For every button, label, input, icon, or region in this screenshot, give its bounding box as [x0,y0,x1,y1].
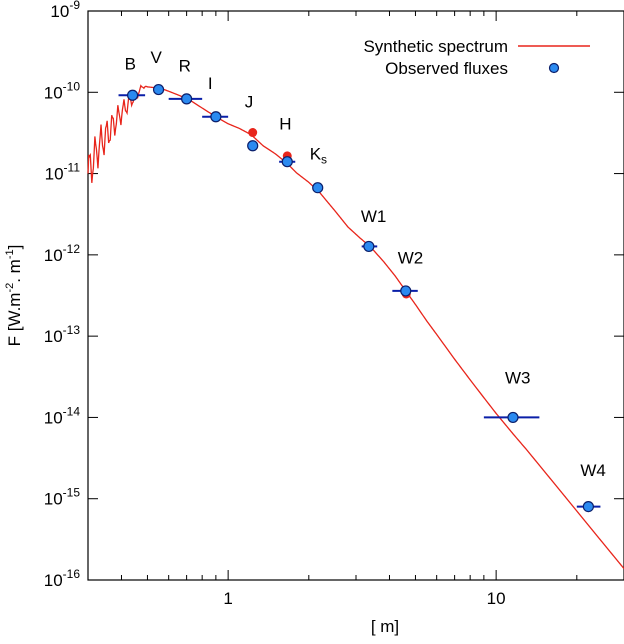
band-label: W4 [580,461,606,480]
y-tick-label: 10-10 [44,79,81,102]
observed-flux-point [152,83,165,96]
y-axis-label-exp1: -2 [4,283,16,293]
y-tick-label-base: 10 [44,571,63,590]
band-label: W1 [361,207,387,226]
y-tick-label-base: 10 [44,408,63,427]
band-label: H [279,114,291,133]
band-label: R [179,57,191,76]
y-tick-label-exponent: -14 [63,404,81,418]
band-label-text: R [179,57,191,76]
y-tick-label-base: 10 [44,327,63,346]
observed-flux-point [210,111,222,123]
band-label-text: W3 [505,369,531,388]
observed-flux-point [582,500,594,513]
band-label-text: W2 [398,249,424,268]
band-label: B [125,55,136,74]
y-tick-label-base: 10 [50,2,69,21]
y-tick-label-exponent: -15 [63,486,81,500]
y-tick-label-exponent: -13 [63,323,81,337]
observed-flux-point [507,411,519,424]
band-label: W3 [505,369,531,388]
band-label: I [208,74,213,93]
y-axis-label: F [W.m-2. m-1] [4,245,24,347]
y-axis-label-end: ] [5,245,24,250]
y-tick-label: 10-14 [44,404,81,427]
observed-flux-point [400,285,412,297]
band-label-text: K [310,144,322,163]
band-label-text: H [279,114,291,133]
band-label-text: V [151,48,163,67]
y-tick-label: 10-13 [44,323,81,346]
y-tick-label: 10-12 [44,242,81,265]
legend-swatch-observed [548,62,560,74]
y-axis-label-exp2: -1 [4,249,16,259]
legend-label-observed: Observed fluxes [385,59,508,78]
band-label-subscript: s [321,152,327,166]
y-tick-label: 10-16 [44,567,81,590]
band-label-text: J [245,92,254,111]
synthetic-flux-point [248,128,258,138]
observed-flux-point [126,89,139,101]
legend: Synthetic spectrum Observed fluxes [363,37,590,78]
plot-frame-layer: 1 1010-910-1010-1110-1210-1310-1410-1510-… [44,0,624,608]
observed-flux-point [312,182,324,194]
y-tick-label: 10-9 [50,0,80,21]
y-tick-label-base: 10 [44,490,63,509]
observed-flux-point [363,240,375,253]
y-axis-label-main: F [W.m [5,293,24,347]
y-tick-label-base: 10 [45,165,64,184]
synthetic-spectrum-line [87,84,624,570]
y-axis-label-mid: . m [5,259,24,283]
y-tick-label-exponent: -10 [63,79,81,93]
band-label: V [151,48,163,67]
y-tick-label-exponent: -11 [64,161,81,175]
band-label: J [245,92,254,111]
x-axis-label: [ m] [371,617,399,636]
plot-frame [87,10,624,581]
y-tick-label-base: 10 [44,83,63,102]
y-tick-label-exponent: -12 [63,242,81,256]
y-tick-label-exponent: -16 [63,567,81,581]
band-label: Ks [310,144,327,166]
band-label-text: W1 [361,207,387,226]
band-label-text: W4 [580,461,606,480]
observed-flux-point [281,156,293,168]
band-label-text: I [208,74,213,93]
x-tick-label: 1 [223,589,232,608]
band-label: W2 [398,249,424,268]
y-tick-label: 10-15 [44,486,81,509]
x-tick-label: 10 [487,589,506,608]
legend-label-synthetic: Synthetic spectrum [363,37,508,56]
y-tick-label-base: 10 [44,246,63,265]
y-tick-label: 10-11 [45,161,81,184]
band-label-text: B [125,55,136,74]
observed-flux-point [181,93,193,105]
y-tick-label-exponent: -9 [69,0,80,12]
observed-flux-point [247,140,259,152]
